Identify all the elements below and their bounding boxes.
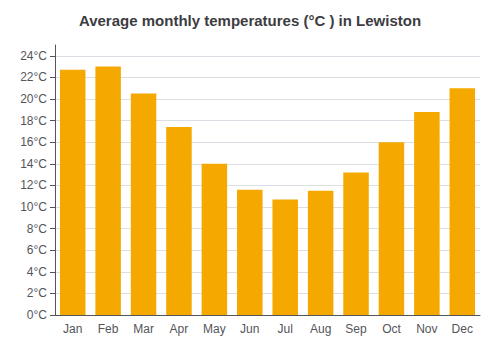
svg-text:Aug: Aug — [310, 322, 331, 336]
svg-text:4°C: 4°C — [27, 265, 47, 279]
svg-text:Sep: Sep — [345, 322, 367, 336]
svg-text:Mar: Mar — [133, 322, 154, 336]
svg-text:Feb: Feb — [98, 322, 119, 336]
svg-text:Jan: Jan — [63, 322, 82, 336]
svg-text:Jul: Jul — [278, 322, 293, 336]
svg-text:Oct: Oct — [382, 322, 401, 336]
svg-text:18°C: 18°C — [20, 114, 47, 128]
svg-text:May: May — [203, 322, 226, 336]
svg-text:8°C: 8°C — [27, 222, 47, 236]
svg-text:Average monthly temperatures (: Average monthly temperatures (°C ) in Le… — [79, 12, 421, 29]
svg-text:Dec: Dec — [452, 322, 473, 336]
svg-text:Apr: Apr — [170, 322, 189, 336]
svg-text:0°C: 0°C — [27, 308, 47, 322]
svg-text:24°C: 24°C — [20, 49, 47, 63]
svg-text:16°C: 16°C — [20, 135, 47, 149]
svg-text:2°C: 2°C — [27, 286, 47, 300]
svg-text:14°C: 14°C — [20, 157, 47, 171]
svg-text:22°C: 22°C — [20, 70, 47, 84]
svg-text:6°C: 6°C — [27, 243, 47, 257]
svg-text:12°C: 12°C — [20, 178, 47, 192]
svg-text:Nov: Nov — [416, 322, 437, 336]
svg-text:20°C: 20°C — [20, 92, 47, 106]
svg-text:10°C: 10°C — [20, 200, 47, 214]
svg-text:Jun: Jun — [240, 322, 259, 336]
